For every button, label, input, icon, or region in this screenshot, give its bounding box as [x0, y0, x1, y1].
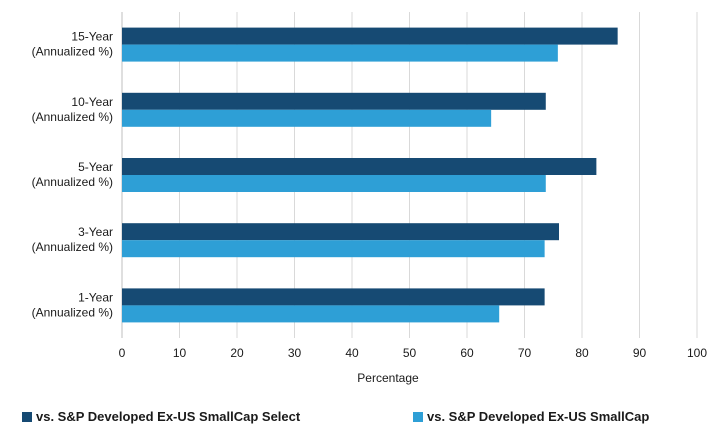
bars — [122, 27, 618, 323]
bar-select — [122, 158, 597, 175]
category-labels: 15-Year (Annualized %) 10-Year (Annualized … — [32, 30, 113, 320]
x-tick-label: 80 — [575, 346, 589, 360]
x-tick-label: 30 — [288, 346, 302, 360]
bar-smallcap — [122, 109, 492, 127]
x-tick-label: 40 — [345, 346, 359, 360]
category-label: 5-Year (Annualized %) — [32, 160, 113, 189]
bar-select — [122, 92, 546, 110]
category-label: 15-Year (Annualized %) — [32, 30, 113, 59]
bar-select — [122, 223, 559, 241]
legend-swatch — [22, 412, 32, 422]
category-label: 1-Year (Annualized %) — [32, 290, 113, 319]
x-tick-label: 70 — [518, 346, 532, 360]
bar-smallcap — [122, 240, 545, 258]
x-tick-label: 100 — [687, 346, 707, 360]
x-tick-label: 60 — [460, 346, 474, 360]
x-tick-label: 50 — [403, 346, 417, 360]
legend: vs. S&P Developed Ex-US SmallCap Select v… — [22, 409, 649, 424]
bar-smallcap — [122, 44, 558, 62]
bar-smallcap — [122, 175, 546, 192]
x-tick-labels: 0 10 20 30 40 50 60 70 80 90 100 — [119, 346, 708, 360]
bar-select — [122, 27, 618, 45]
bar-smallcap — [122, 305, 500, 323]
category-label: 3-Year (Annualized %) — [32, 225, 113, 254]
bar-select — [122, 288, 545, 306]
x-tick-label: 20 — [230, 346, 244, 360]
x-tick-label: 10 — [173, 346, 187, 360]
x-tick-label: 90 — [633, 346, 647, 360]
legend-label: vs. S&P Developed Ex-US SmallCap Select — [36, 409, 301, 424]
legend-swatch — [413, 412, 423, 422]
legend-label: vs. S&P Developed Ex-US SmallCap — [427, 409, 649, 424]
x-tick-label: 0 — [119, 346, 126, 360]
x-axis-title: Percentage — [357, 371, 419, 385]
category-label: 10-Year (Annualized %) — [32, 95, 113, 124]
